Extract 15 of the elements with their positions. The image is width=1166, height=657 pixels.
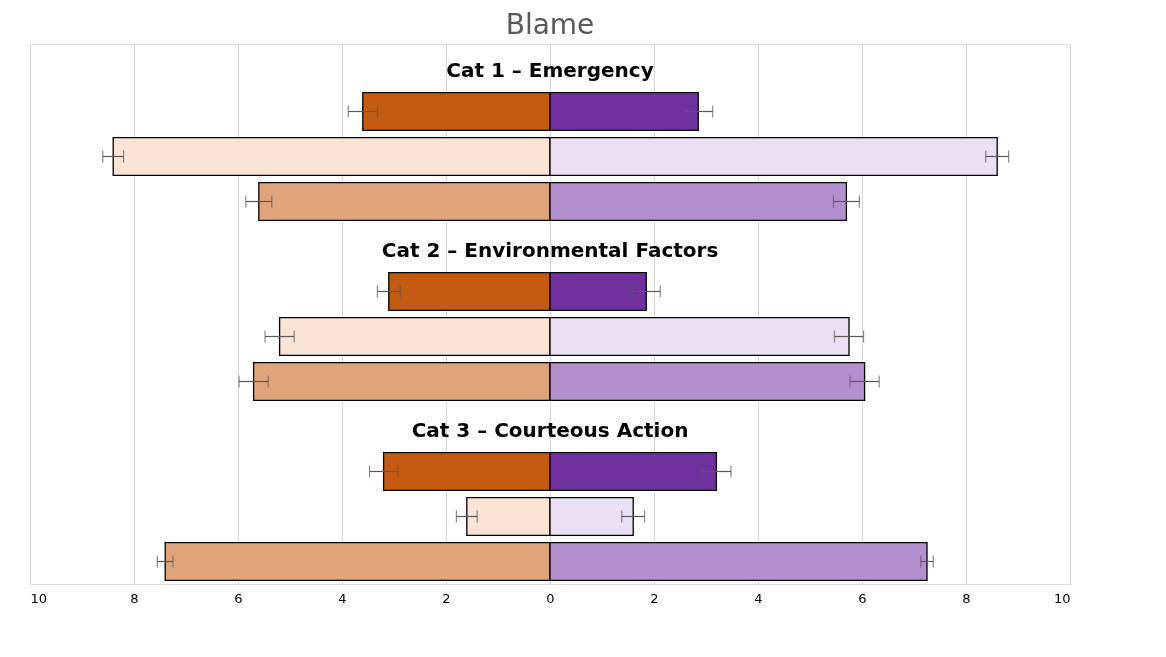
chart-title: Blame bbox=[505, 8, 595, 41]
x-tick-label: 4 bbox=[338, 590, 347, 606]
x-tick-label: 10 bbox=[30, 590, 48, 606]
x-tick-label: 8 bbox=[130, 590, 139, 606]
x-tick-label: 10 bbox=[1053, 590, 1071, 606]
y-tick-label: Cat 1 – Emergency bbox=[446, 58, 654, 82]
x-tick-label: 6 bbox=[234, 590, 243, 606]
x-tick-label: 4 bbox=[754, 590, 763, 606]
x-tick-label: 8 bbox=[962, 590, 971, 606]
y-tick-label: Cat 2 – Environmental Factors bbox=[381, 238, 719, 262]
x-tick-label: 6 bbox=[858, 590, 867, 606]
x-tick-label: 2 bbox=[650, 590, 659, 606]
x-tick-label: 2 bbox=[442, 590, 451, 606]
x-tick-label: 0 bbox=[546, 590, 555, 606]
y-tick-label: Cat 3 – Courteous Action bbox=[411, 418, 689, 442]
